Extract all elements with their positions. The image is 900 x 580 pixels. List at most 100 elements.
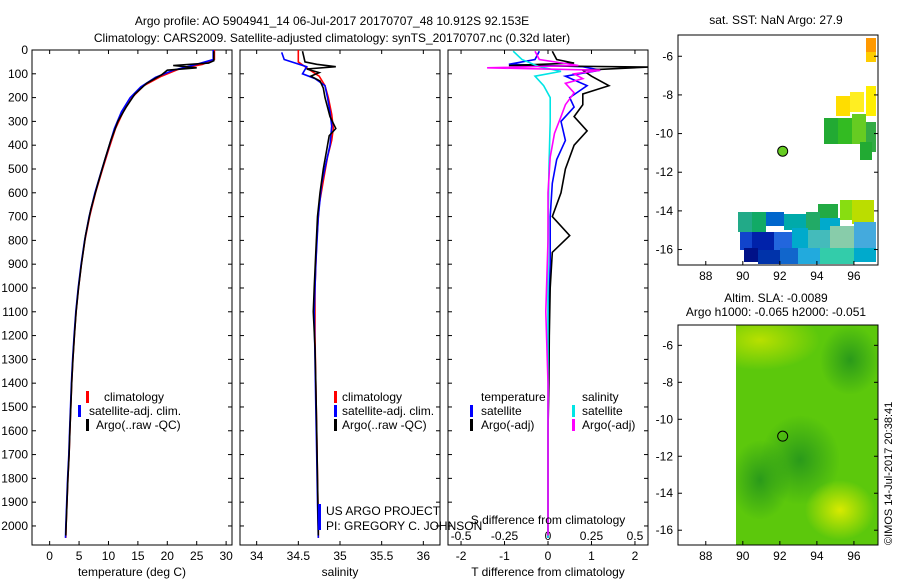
depth-tick-label: 2000	[1, 519, 28, 533]
sst-cell	[758, 250, 780, 264]
legend-s-satellite: satellite	[582, 404, 623, 418]
series-line	[508, 50, 649, 536]
map-x-tick-label: 90	[736, 549, 750, 563]
depth-tick-label: 600	[8, 186, 28, 200]
depth-tick-label: 1600	[1, 424, 28, 438]
sst-map-axes: 88 90 92 94 96 -6 -8 -10 -12 -14 -16	[656, 49, 878, 283]
legend-t-satellite: satellite	[481, 404, 522, 418]
s-difference-tick-label: 0.25	[580, 529, 604, 543]
x-tick-label: 34.5	[287, 549, 311, 563]
depth-tick-label: 1500	[1, 400, 28, 414]
series-line	[512, 50, 562, 538]
temperature-legend: climatology satellite-adj. clim. Argo(..…	[78, 390, 181, 432]
depth-tick-label: 500	[8, 162, 28, 176]
map-x-tick-label: 96	[847, 269, 861, 283]
sst-cell	[852, 200, 874, 224]
legend-salinity-title: salinity	[582, 390, 619, 404]
temperature-axis-label: temperature (deg C)	[78, 565, 186, 579]
s-difference-axis-label: S difference from climatology	[471, 513, 626, 527]
sst-cell	[850, 92, 864, 112]
sst-cell	[774, 232, 792, 250]
sst-cell	[766, 212, 784, 226]
legend-t-argo: Argo(-adj)	[481, 418, 534, 432]
legend-swatch-t-argo	[470, 419, 473, 431]
sst-cell	[752, 232, 774, 252]
sla-low-west	[736, 440, 790, 520]
sla-map-frame	[677, 324, 879, 546]
legend-swatch-satellite	[334, 405, 337, 417]
depth-tick-label: 700	[8, 210, 28, 224]
map-y-tick-label: -16	[656, 243, 674, 257]
depth-tick-label: 900	[8, 257, 28, 271]
map-x-tick-label: 96	[847, 549, 861, 563]
sst-cell	[798, 248, 820, 264]
sla-map-title: Altim. SLA: -0.0089	[724, 291, 828, 305]
series-line	[280, 52, 333, 538]
x-tick-label: 30	[219, 549, 233, 563]
sst-cell	[780, 248, 798, 264]
map-y-tick-label: -6	[662, 338, 673, 352]
sst-cell	[808, 230, 830, 250]
sst-cell	[866, 52, 876, 62]
sst-cell	[830, 226, 854, 248]
map-y-tick-label: -10	[656, 412, 674, 426]
map-x-tick-label: 92	[773, 549, 787, 563]
depth-tick-label: 1400	[1, 376, 28, 390]
temperature-panel: 0 5 10 15 20 25 30	[46, 50, 233, 563]
map-x-tick-label: 90	[736, 269, 750, 283]
map-y-tick-label: -12	[656, 165, 674, 179]
series-line	[64, 50, 214, 538]
sst-cell	[752, 212, 766, 232]
x-tick-label: 35	[333, 549, 347, 563]
sla-field	[736, 325, 878, 545]
x-tick-label: 36	[417, 549, 431, 563]
sla-map-axes: 88 90 92 94 96 -6 -8 -10 -12 -14 -16	[656, 338, 878, 563]
salinity-axis-label: salinity	[322, 565, 359, 579]
map-x-tick-label: 88	[699, 269, 713, 283]
legend-argo: Argo(..raw -QC)	[342, 418, 427, 432]
sst-cell	[824, 118, 838, 144]
s-difference-tick-label: -0.25	[491, 529, 519, 543]
argo-location-marker	[777, 430, 789, 442]
depth-tick-label: 1900	[1, 495, 28, 509]
s-difference-tick-label: 0.5	[627, 529, 644, 543]
x-tick-label: 15	[131, 549, 145, 563]
depth-tick-label: 1000	[1, 281, 28, 295]
x-tick-label: 25	[190, 549, 204, 563]
sst-cell	[860, 142, 872, 160]
legend-swatch-argo	[86, 419, 89, 431]
depth-tick-label: 1300	[1, 352, 28, 366]
depth-tick-label: 0	[21, 43, 28, 57]
legend-argo: Argo(..raw -QC)	[96, 418, 181, 432]
x-tick-label: 10	[102, 549, 116, 563]
legend-climatology: climatology	[342, 390, 402, 404]
series-line	[508, 50, 601, 538]
x-tick-label: 5	[76, 549, 83, 563]
sla-map: 88 90 92 94 96 -6 -8 -10 -12 -14 -16	[656, 324, 879, 563]
x-tick-label: 20	[161, 549, 175, 563]
sst-cell	[854, 222, 876, 250]
figure-title-line2: Climatology: CARS2009. Satellite-adjuste…	[94, 31, 570, 45]
depth-tick-label: 400	[8, 138, 28, 152]
sst-cell	[784, 214, 806, 230]
sst-cell	[854, 248, 876, 262]
sla-high-north	[736, 325, 820, 370]
depth-tick-label: 800	[8, 233, 28, 247]
map-x-tick-label: 92	[773, 269, 787, 283]
series-line	[65, 51, 215, 536]
difference-panel: -2 -1 0 1 2-0.5 -0.25 0 0.25 0.5	[451, 50, 649, 563]
map-y-tick-label: -10	[656, 127, 674, 141]
depth-tick-label: 100	[8, 67, 28, 81]
legend-swatch-argo	[334, 419, 337, 431]
sst-map-frame	[677, 34, 879, 266]
map-y-tick-label: -16	[656, 523, 674, 537]
depth-tick-label: 1100	[2, 305, 28, 319]
sst-cell	[866, 86, 876, 116]
argo-location-marker	[777, 145, 789, 157]
series-line	[65, 50, 216, 538]
sst-cell	[738, 212, 752, 232]
sla-map-subtitle: Argo h1000: -0.065 h2000: -0.051	[686, 305, 866, 319]
sst-cell	[820, 248, 854, 264]
map-y-tick-label: -8	[662, 88, 673, 102]
x-tick-label: 0	[545, 549, 552, 563]
